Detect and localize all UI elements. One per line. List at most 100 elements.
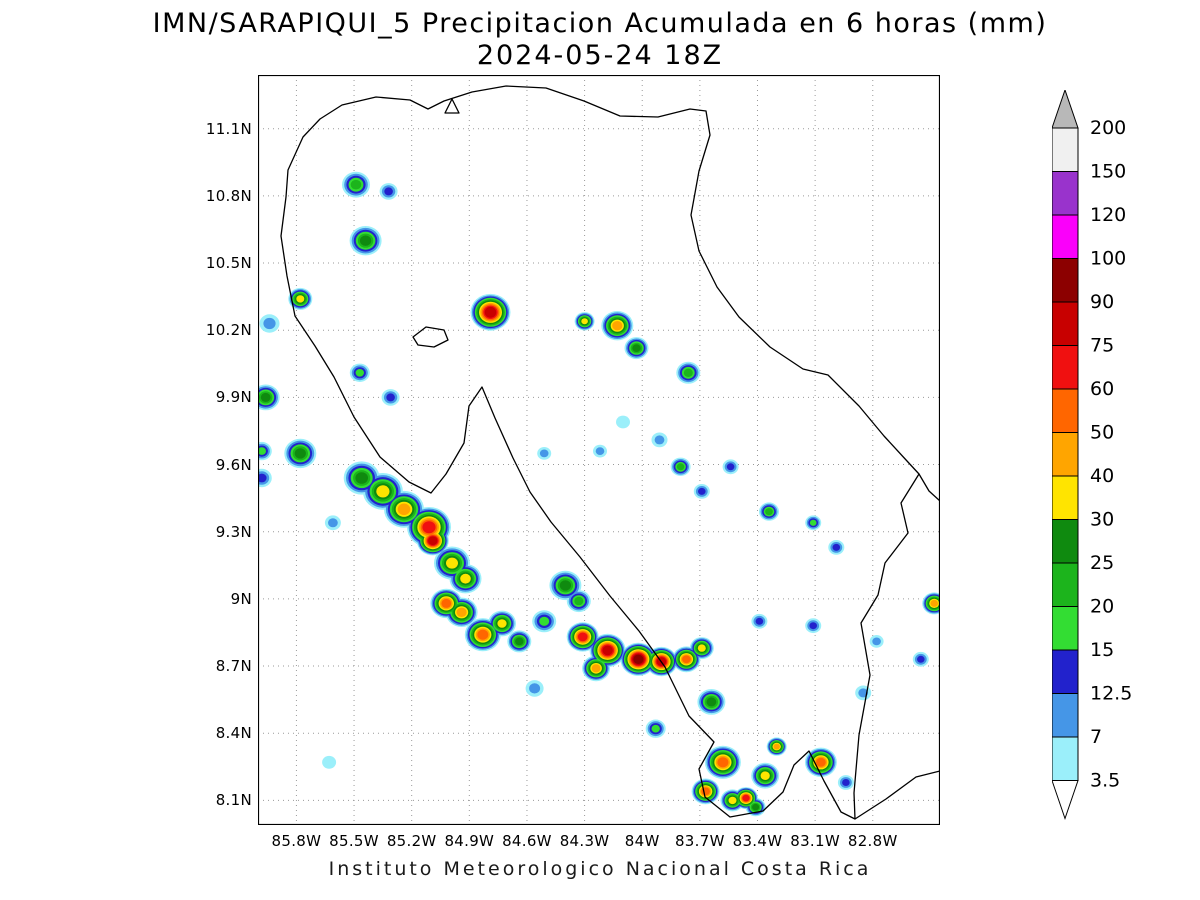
triangle-marker (444, 98, 460, 114)
precip-contour (698, 487, 706, 495)
precip-contour (497, 619, 507, 628)
precip-contour (917, 655, 925, 663)
precip-contour (717, 757, 729, 768)
precip-contour (765, 508, 773, 516)
colorbar-tick-label: 7 (1090, 726, 1102, 748)
precip-contour (355, 472, 368, 484)
colorbar-segment (1052, 736, 1079, 781)
lon-tick-label: 84W (624, 832, 660, 850)
precip-contour (428, 536, 438, 545)
precip-contour (872, 637, 881, 646)
precip-contour (456, 607, 467, 617)
precip-contour (559, 580, 571, 591)
colorbar-top-arrow (1052, 90, 1079, 129)
precip-contour (773, 743, 780, 750)
precip-contour (386, 393, 395, 402)
lon-tick-label: 84.3W (559, 832, 610, 850)
lake-outline (412, 326, 449, 348)
lon-tick-label: 84.9W (444, 832, 495, 850)
colorbar-tick-label: 120 (1090, 204, 1126, 226)
lat-tick-label: 11.1N (205, 119, 252, 138)
precip-contour (633, 654, 644, 664)
colorbar-tick-label: 15 (1090, 639, 1114, 661)
page-title: IMN/SARAPIQUI_5 Precipitacion Acumulada … (152, 8, 1048, 39)
precipitation-shading (258, 171, 940, 817)
precip-contour (930, 599, 938, 607)
colorbar-tick-label: 150 (1090, 161, 1126, 183)
colorbar-tick-label: 200 (1090, 117, 1126, 139)
colorbar-segment (1052, 388, 1079, 433)
lon-tick-label: 84.6W (502, 832, 552, 850)
colorbar-segment (1052, 562, 1079, 607)
precip-contour (296, 295, 305, 303)
lat-tick-label: 8.4N (215, 724, 252, 743)
precip-contour (832, 543, 841, 551)
lat-tick-label: 9.3N (215, 522, 252, 541)
precip-contour (477, 629, 489, 640)
colorbar-segment (1052, 301, 1079, 346)
precip-contour (577, 632, 588, 642)
colorbar-tick-label: 40 (1090, 465, 1114, 487)
colorbar-tick-label: 90 (1090, 291, 1114, 313)
precip-contour (595, 447, 605, 455)
precip-contour (263, 317, 276, 330)
precip-contour (441, 598, 452, 608)
lat-tick-label: 10.5N (205, 254, 252, 273)
colorbar-tick-label: 60 (1090, 378, 1114, 400)
colorbar-tick-label: 20 (1090, 596, 1114, 618)
precip-contour (632, 344, 641, 352)
colorbar-segment (1052, 649, 1079, 694)
precip-contour (755, 617, 764, 625)
precip-contour (574, 596, 584, 606)
precip-contour (539, 616, 550, 626)
colorbar: 200 150 120 100 90 75 60 50 40 30 25 20 15 12.5 7 3.5 (1052, 90, 1192, 830)
colorbar-segment (1052, 127, 1079, 172)
lon-tick-label: 85.8W (271, 832, 322, 850)
precip-contour (484, 306, 497, 318)
precip-contour (742, 794, 750, 802)
precip-contour (809, 622, 817, 630)
precip-contour (809, 519, 817, 526)
precip-contour (683, 368, 693, 377)
colorbar-segment (1052, 345, 1079, 390)
colorbar-segment (1052, 171, 1079, 216)
colorbar-tick-label: 75 (1090, 335, 1114, 357)
precip-contour (360, 235, 372, 246)
source-caption: Instituto Meteorologico Nacional Costa R… (328, 858, 872, 880)
colorbar-canvas: 200 150 120 100 90 75 60 50 40 30 25 20 15 12.5 7 3.5 (1052, 90, 1132, 821)
lon-tick-label: 85.2W (386, 832, 437, 850)
colorbar-segment (1052, 519, 1079, 564)
precip-contour (612, 321, 623, 331)
map-plot (258, 75, 940, 825)
precip-contour (397, 503, 411, 516)
precip-contour (376, 485, 390, 498)
precip-contour (728, 796, 737, 805)
colorbar-tick-label: 12.5 (1090, 683, 1132, 705)
precip-contour (294, 448, 306, 459)
colorbar-segment (1052, 214, 1079, 259)
precip-contour (591, 664, 601, 673)
plot-frame (258, 75, 940, 825)
precip-contour (258, 473, 267, 483)
lat-tick-label: 9.9N (215, 388, 252, 407)
lat-tick-label: 9.6N (215, 455, 252, 474)
precip-contour (616, 415, 630, 429)
colorbar-tick-label: 25 (1090, 552, 1114, 574)
map-canvas (258, 75, 940, 825)
precip-contour (654, 435, 665, 445)
lon-tick-label: 83.1W (790, 832, 840, 850)
panama-caribbean-coast (918, 473, 940, 502)
colorbar-segment (1052, 475, 1079, 520)
coastline-group (280, 85, 940, 820)
colorbar-segment (1052, 606, 1079, 651)
precip-contour (581, 318, 588, 325)
precip-contour (602, 645, 613, 656)
colorbar-tick-label: 3.5 (1090, 770, 1120, 792)
colorbar-segment (1052, 258, 1079, 303)
precip-contour (350, 179, 362, 190)
colorbar-segment (1052, 693, 1079, 738)
precip-contour (676, 463, 685, 471)
precip-contour (752, 803, 760, 811)
lat-tick-label: 8.7N (215, 657, 252, 676)
precip-contour (260, 392, 271, 402)
